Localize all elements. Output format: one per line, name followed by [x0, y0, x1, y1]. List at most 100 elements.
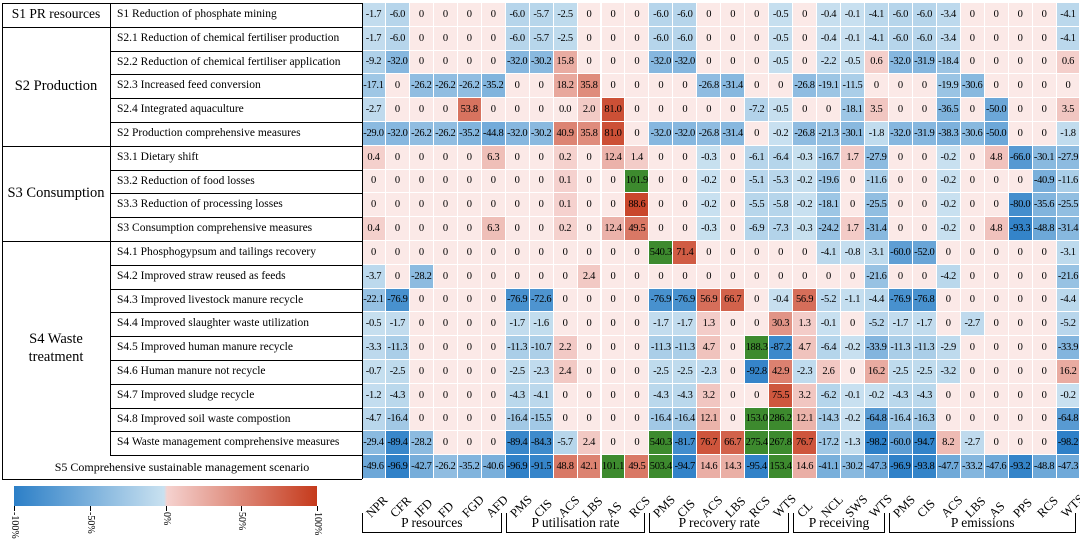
heatmap-cell: -50.0: [984, 98, 1009, 122]
heatmap-cell: -1.7: [385, 312, 410, 337]
heatmap-cell: -5.7: [529, 3, 554, 27]
heatmap-cell: 35.8: [577, 122, 602, 146]
heatmap-cell: 0: [649, 98, 674, 122]
heatmap-cell: -21.3: [817, 122, 841, 146]
heatmap-cell: 0: [745, 312, 770, 337]
heatmap-cell: 8.2: [936, 431, 961, 456]
heatmap-cell: -26.8: [793, 74, 818, 99]
heatmap-cell: 0: [745, 26, 770, 51]
heatmap-cell: 0: [457, 264, 482, 289]
heatmap-cell: 56.9: [793, 288, 818, 313]
row-label: S3.2 Reduction of food losses: [117, 174, 255, 187]
heatmap-cell: -4.2: [936, 264, 961, 289]
heatmap-cell: 0: [601, 74, 626, 99]
heatmap-cell: 2.2: [553, 336, 578, 360]
heatmap-cell: 18.2: [553, 74, 578, 99]
heatmap-cell: 0: [457, 217, 482, 241]
column-group-label: P recovery rate: [649, 513, 790, 533]
heatmap-cell: 0: [960, 241, 985, 265]
column-group-label: P emissions: [888, 513, 1077, 533]
heatmap-cell: 0: [1008, 288, 1033, 313]
heatmap-cell: -0.2: [936, 217, 961, 241]
heatmap-cell: -4.1: [1056, 3, 1080, 27]
heatmap-cell: -29.0: [362, 122, 386, 146]
heatmap-cell: 0: [481, 169, 506, 194]
heatmap-cell: 3.2: [793, 383, 818, 408]
heatmap-cell: -2.5: [553, 26, 578, 51]
heatmap-cell: -6.0: [505, 3, 530, 27]
heatmap-cell: -5.2: [817, 288, 841, 313]
heatmap-cell: -5.8: [769, 193, 794, 218]
heatmap-cell: 0: [553, 264, 578, 289]
row-border: [110, 407, 362, 409]
heatmap-cell: 286.2: [769, 407, 794, 432]
heatmap-cell: 0: [385, 98, 410, 122]
heatmap-cell: -31.4: [864, 217, 889, 241]
colorbar-tick-label: 50%: [236, 512, 248, 531]
heatmap-cell: 0: [769, 74, 794, 99]
heatmap-cell: 0: [1008, 264, 1033, 289]
heatmap-cell: -64.8: [864, 407, 889, 432]
heatmap-cell: 0: [745, 288, 770, 313]
heatmap-cell: -4.3: [505, 383, 530, 408]
heatmap-cell: -6.0: [673, 26, 698, 51]
heatmap-cell: 16.2: [864, 360, 889, 384]
heatmap-cell: -4.1: [864, 26, 889, 51]
heatmap-cell: 0: [625, 3, 650, 27]
heatmap-cell: -18.1: [841, 98, 865, 122]
heatmap-cell: -6.0: [912, 3, 937, 27]
heatmap-cell: 0: [745, 122, 770, 146]
heatmap-cell: 0: [960, 50, 985, 75]
heatmap-cell: 0: [1032, 264, 1057, 289]
heatmap-cell: -93.8: [912, 455, 937, 479]
heatmap-cell: 153.4: [769, 455, 794, 479]
heatmap-cell: 0: [457, 336, 482, 360]
heatmap-cell: -16.4: [888, 407, 913, 432]
heatmap-cell: 0: [577, 217, 602, 241]
heatmap-cell: -52.0: [912, 241, 937, 265]
heatmap-cell: 0: [505, 74, 530, 99]
heatmap-cell: -4.1: [817, 241, 841, 265]
heatmap-cell: -2.5: [505, 360, 530, 384]
heatmap-cell: 66.7: [721, 431, 746, 456]
heatmap-cell: 0: [793, 26, 818, 51]
heatmap-cell: -0.2: [793, 169, 818, 194]
heatmap-cell: -5.3: [769, 169, 794, 194]
heatmap-cell: 0.6: [1056, 50, 1080, 75]
group-label: S3 Consumption: [7, 185, 105, 202]
heatmap-cell: -17.1: [362, 74, 386, 99]
heatmap-cell: -40.9: [1032, 169, 1057, 194]
heatmap-cell: -40.6: [481, 455, 506, 479]
heatmap-cell: 0: [1008, 122, 1033, 146]
heatmap-cell: -35.6: [1032, 193, 1057, 218]
heatmap-cell: 0: [745, 74, 770, 99]
heatmap-cell: -30.1: [1032, 145, 1057, 170]
heatmap-cell: -93.2: [1008, 455, 1033, 479]
heatmap-cell: 0: [505, 98, 530, 122]
heatmap-cell: 0: [601, 50, 626, 75]
heatmap-cell: 0: [481, 3, 506, 27]
heatmap-cell: -5.7: [529, 26, 554, 51]
heatmap-cell: -11.6: [1056, 169, 1080, 194]
heatmap-cell: 0: [649, 145, 674, 170]
heatmap-cell: -0.2: [1056, 383, 1080, 408]
heatmap-cell: 0: [385, 241, 410, 265]
heatmap-cell: 0: [936, 241, 961, 265]
heatmap-cell: 0: [409, 217, 434, 241]
heatmap-cell: 12.1: [697, 407, 722, 432]
heatmap-cell: 0: [625, 312, 650, 337]
heatmap-cell: 0: [601, 312, 626, 337]
heatmap-cell: 0: [721, 336, 746, 360]
heatmap-cell: 0: [433, 26, 458, 51]
row-label: S4.5 Improved human manure recycle: [117, 341, 293, 354]
heatmap-cell: 0: [481, 98, 506, 122]
row-border: [110, 288, 362, 290]
heatmap-cell: 0: [433, 145, 458, 170]
heatmap-cell: -21.6: [864, 264, 889, 289]
heatmap-cell: 0: [577, 288, 602, 313]
heatmap-cell: 0: [409, 383, 434, 408]
heatmap-cell: 0: [481, 26, 506, 51]
row-border: [110, 3, 362, 4]
heatmap-cell: 0: [505, 169, 530, 194]
column-group-label: P utilisation rate: [505, 513, 646, 533]
